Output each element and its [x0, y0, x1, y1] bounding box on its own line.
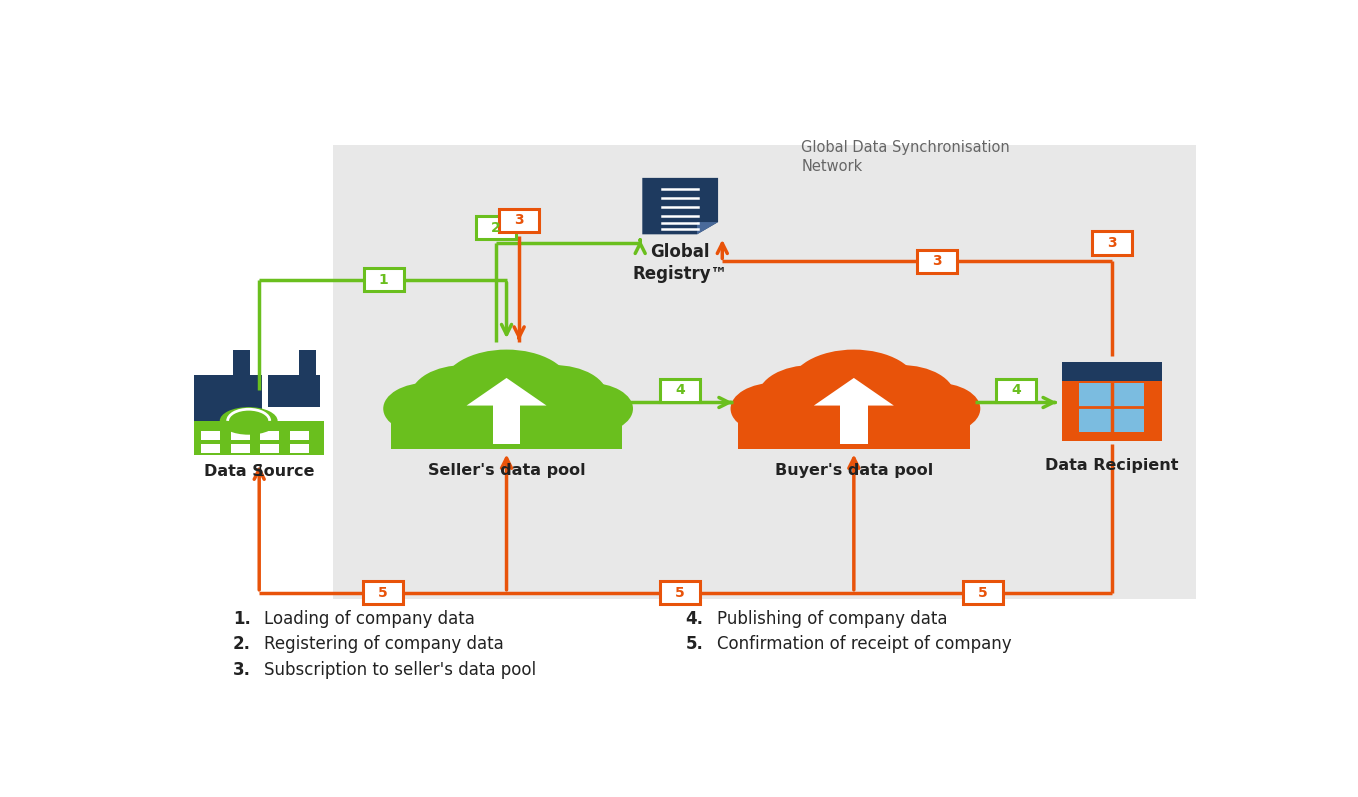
Circle shape	[500, 365, 607, 428]
FancyBboxPatch shape	[261, 430, 280, 440]
FancyBboxPatch shape	[289, 444, 308, 453]
FancyBboxPatch shape	[231, 444, 250, 453]
Text: 4: 4	[1012, 383, 1021, 397]
Text: 2.: 2.	[234, 635, 251, 654]
Text: Global
Registry™: Global Registry™	[633, 243, 728, 283]
FancyBboxPatch shape	[995, 379, 1036, 402]
Polygon shape	[642, 178, 718, 234]
Text: Publishing of company data: Publishing of company data	[717, 610, 948, 627]
FancyBboxPatch shape	[391, 402, 622, 449]
Text: 3: 3	[1107, 236, 1116, 250]
FancyBboxPatch shape	[739, 402, 970, 449]
Ellipse shape	[220, 407, 277, 434]
Text: 4.: 4.	[686, 610, 703, 627]
FancyBboxPatch shape	[660, 581, 701, 604]
Polygon shape	[813, 378, 894, 406]
Circle shape	[410, 365, 519, 428]
Text: Confirmation of receipt of company: Confirmation of receipt of company	[717, 635, 1012, 654]
FancyBboxPatch shape	[1092, 231, 1131, 254]
Circle shape	[443, 350, 570, 425]
Circle shape	[892, 383, 980, 434]
FancyBboxPatch shape	[660, 379, 701, 402]
FancyBboxPatch shape	[333, 145, 1196, 599]
Circle shape	[545, 383, 633, 434]
FancyBboxPatch shape	[1062, 362, 1161, 383]
FancyBboxPatch shape	[289, 430, 308, 440]
FancyBboxPatch shape	[268, 375, 320, 407]
Text: Buyer's data pool: Buyer's data pool	[774, 462, 933, 477]
Text: Seller's data pool: Seller's data pool	[428, 462, 585, 477]
FancyBboxPatch shape	[477, 216, 516, 239]
Text: 5.: 5.	[686, 635, 703, 654]
FancyBboxPatch shape	[201, 430, 220, 440]
Text: 1.: 1.	[234, 610, 251, 627]
Text: 5: 5	[378, 586, 388, 599]
Text: 5: 5	[675, 586, 684, 599]
Text: Data Recipient: Data Recipient	[1044, 457, 1179, 473]
Text: 2: 2	[492, 221, 501, 234]
Text: 5: 5	[978, 586, 987, 599]
FancyBboxPatch shape	[493, 398, 520, 444]
Text: 3: 3	[932, 254, 942, 269]
FancyBboxPatch shape	[234, 351, 250, 375]
FancyBboxPatch shape	[841, 398, 868, 444]
Text: Registering of company data: Registering of company data	[265, 635, 504, 654]
FancyBboxPatch shape	[299, 351, 316, 375]
FancyBboxPatch shape	[1062, 381, 1161, 441]
Text: 4: 4	[675, 383, 684, 397]
FancyBboxPatch shape	[201, 444, 220, 453]
FancyBboxPatch shape	[364, 268, 403, 292]
Circle shape	[383, 383, 473, 434]
FancyBboxPatch shape	[194, 375, 262, 421]
Text: 1: 1	[379, 273, 388, 287]
FancyBboxPatch shape	[363, 581, 403, 604]
Circle shape	[847, 365, 955, 428]
Circle shape	[789, 350, 918, 425]
FancyBboxPatch shape	[261, 444, 280, 453]
FancyBboxPatch shape	[917, 249, 957, 273]
Polygon shape	[697, 222, 718, 234]
FancyBboxPatch shape	[194, 421, 325, 454]
Text: 3.: 3.	[234, 661, 251, 679]
Text: Subscription to seller's data pool: Subscription to seller's data pool	[265, 661, 536, 679]
Polygon shape	[467, 378, 546, 406]
Circle shape	[758, 365, 865, 428]
FancyBboxPatch shape	[500, 209, 539, 232]
FancyBboxPatch shape	[963, 581, 1002, 604]
FancyBboxPatch shape	[231, 430, 250, 440]
Text: 3: 3	[515, 214, 524, 227]
Circle shape	[731, 383, 819, 434]
FancyBboxPatch shape	[1080, 383, 1145, 432]
Text: 1: 1	[254, 464, 265, 479]
Text: Loading of company data: Loading of company data	[265, 610, 475, 627]
Text: Data Source: Data Source	[204, 464, 315, 479]
Text: Global Data Synchronisation
Network: Global Data Synchronisation Network	[801, 140, 1010, 174]
